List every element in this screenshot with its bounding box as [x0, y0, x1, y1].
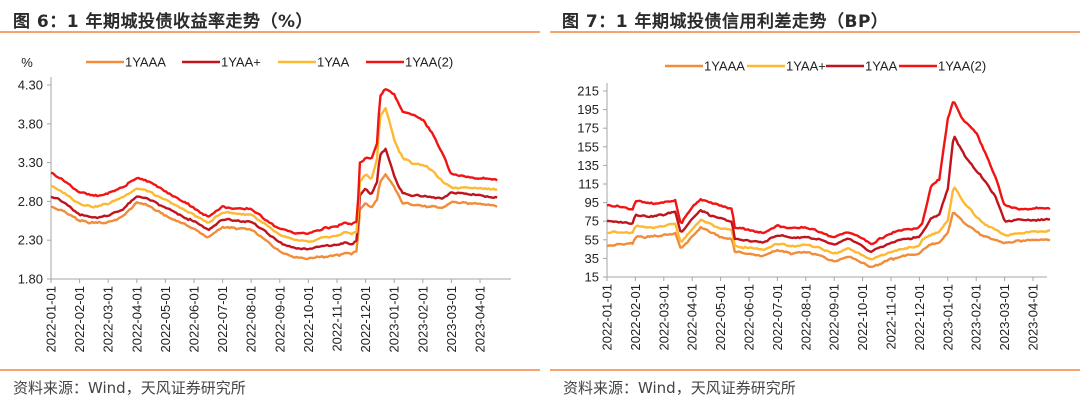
- x-tick-label: 2023-02-01: [415, 286, 430, 353]
- x-tick-label: 2022-01-01: [600, 284, 615, 351]
- title-divider: [550, 31, 1080, 33]
- x-tick-label: 2023-01-01: [940, 284, 955, 351]
- figure-6-panel: 图 6：1 年期城投债收益率走势（%） 4.30 3.80 3.30 2.80 2.30…: [0, 12, 540, 397]
- x-tick-label: 2022-05-01: [158, 286, 173, 353]
- series-line-1yaa-2-: [606, 101, 1051, 246]
- x-tick-label: 2022-06-01: [187, 286, 202, 353]
- legend-label: 1YAA+: [786, 59, 826, 74]
- x-tick-label: 2022-08-01: [798, 284, 813, 351]
- footer-divider: [0, 369, 540, 371]
- x-tick-label: 2022-10-01: [301, 286, 316, 353]
- legend-label: 1YAAA: [704, 59, 745, 74]
- y-tick-label: 75: [585, 214, 599, 229]
- figure-title: 图 7：1 年期城投债信用利差走势（BP）: [562, 12, 889, 32]
- x-tick-label: 2022-02-01: [72, 286, 87, 353]
- y-tick-label: 175: [577, 121, 599, 136]
- footer-divider: [550, 369, 1080, 371]
- yield-chart: 4.30 3.80 3.30 2.80 2.30 1.80% 2022-01-01 2022-…: [18, 55, 511, 353]
- y-tick-label: 215: [577, 84, 599, 99]
- legend-label: 1YAA(2): [405, 55, 453, 70]
- x-tick-label: 2022-07-01: [215, 286, 230, 353]
- x-tick-label: 2022-11-01: [330, 286, 345, 352]
- series-line-1yaaa: [50, 173, 498, 261]
- series-line-1yaa-2-: [50, 88, 498, 236]
- x-tick-label: 2022-03-01: [101, 286, 116, 353]
- x-tick-label: 2022-07-01: [770, 284, 785, 351]
- figure-7-panel: 图 7：1 年期城投债信用利差走势（BP） 215 195 175 155 135 115…: [550, 0, 1080, 402]
- x-tick-label: 2022-10-01: [855, 284, 870, 351]
- x-tick-label: 2023-04-01: [473, 286, 488, 353]
- x-tick-label: 2022-01-01: [44, 286, 59, 353]
- x-tick-label: 2022-04-01: [129, 286, 144, 353]
- series-line-1yaa-: [50, 147, 498, 251]
- legend-label: 1YAA(2): [938, 59, 986, 74]
- x-tick-label: 2022-04-01: [685, 284, 700, 351]
- y-tick-label: 155: [577, 139, 599, 154]
- y-tick-label: 15: [585, 270, 599, 285]
- y-tick-label: 2.30: [18, 233, 43, 248]
- y-tick-label: 1.80: [18, 272, 43, 287]
- x-tick-label: 2023-04-01: [1026, 284, 1041, 351]
- x-tick-label: 2022-11-01: [884, 284, 899, 350]
- y-tick-label: 115: [578, 177, 599, 192]
- legend-label: 1YAA: [865, 59, 898, 74]
- figure-title: 图 6：1 年期城投债收益率走势（%）: [13, 12, 314, 32]
- source-note: 资料来源：Wind，天风证券研究所: [563, 379, 796, 397]
- legend-label: 1YAA+: [221, 55, 261, 70]
- y-tick-label: 4.30: [18, 78, 43, 93]
- x-tick-label: 2022-08-01: [244, 286, 259, 353]
- y-tick-label: 195: [577, 102, 599, 117]
- series-line-1yaa: [606, 135, 1051, 254]
- series-line-1yaa: [50, 106, 498, 243]
- x-tick-label: 2023-02-01: [969, 284, 984, 351]
- y-tick-label: 2.80: [18, 194, 43, 209]
- x-tick-label: 2022-09-01: [272, 286, 287, 353]
- x-tick-label: 2022-05-01: [713, 284, 728, 351]
- legend-label: 1YAA: [317, 55, 350, 70]
- y-tick-label: 55: [585, 232, 599, 247]
- x-tick-label: 2022-02-01: [628, 284, 643, 351]
- x-tick-label: 2023-01-01: [387, 286, 402, 353]
- series-line-1yaaa: [606, 211, 1051, 268]
- x-tick-label: 2023-03-01: [997, 284, 1012, 351]
- source-note: 资料来源：Wind，天风证券研究所: [13, 379, 246, 397]
- y-unit-label: %: [21, 55, 33, 70]
- title-divider: [0, 31, 540, 33]
- y-tick-label: 3.80: [18, 116, 43, 131]
- y-tick-label: 135: [577, 158, 599, 173]
- x-tick-label: 2022-03-01: [656, 284, 671, 351]
- series-line-1yaa-: [606, 186, 1051, 261]
- x-tick-label: 2022-12-01: [358, 286, 373, 353]
- x-tick-label: 2022-06-01: [742, 284, 757, 351]
- y-tick-label: 95: [585, 195, 599, 210]
- y-tick-label: 35: [585, 251, 599, 266]
- x-tick-label: 2022-12-01: [912, 284, 927, 351]
- x-tick-label: 2022-09-01: [827, 284, 842, 351]
- y-tick-label: 3.30: [18, 155, 43, 170]
- legend-label: 1YAAA: [125, 55, 166, 70]
- x-tick-label: 2023-03-01: [444, 286, 459, 353]
